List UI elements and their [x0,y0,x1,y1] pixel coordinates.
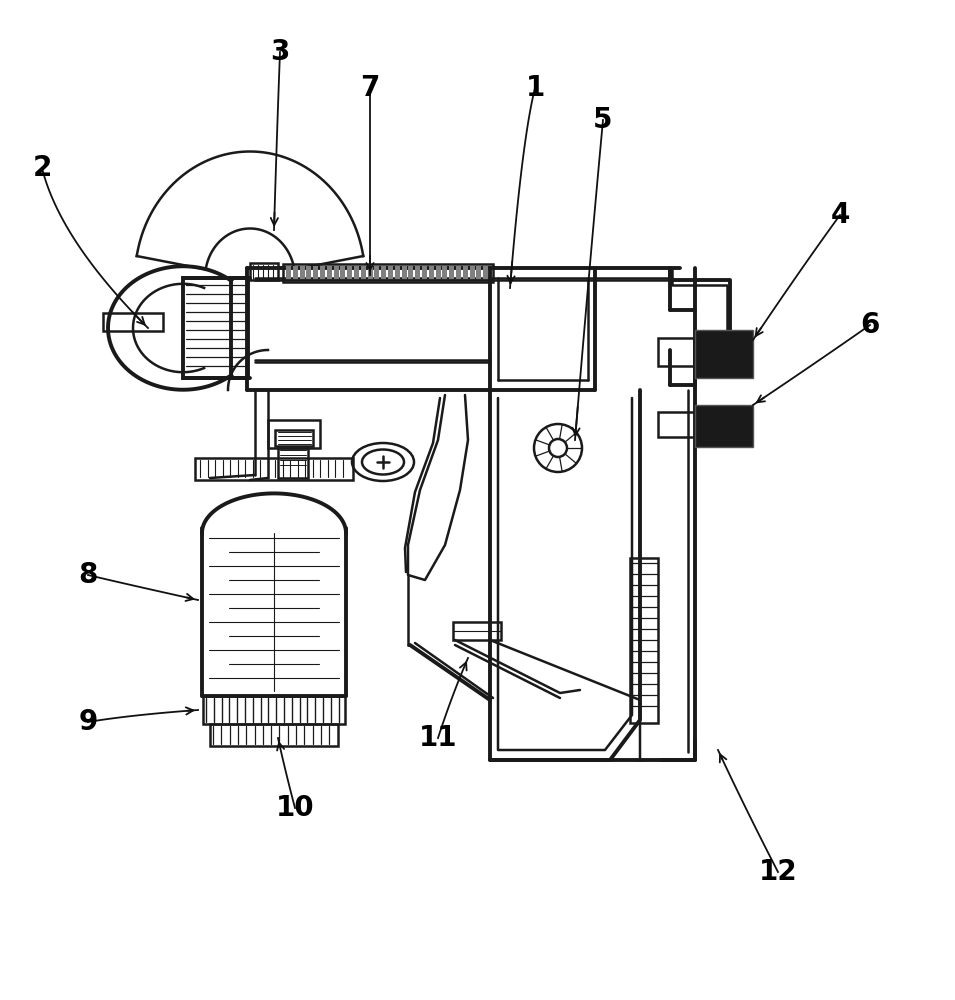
Bar [313,266,318,279]
Bar [286,266,291,279]
Text: 12: 12 [758,858,797,886]
Bar [402,266,407,279]
Bar [361,266,366,279]
Text: 3: 3 [270,38,289,66]
Bar [456,266,461,279]
Text: 4: 4 [830,201,850,229]
Bar [300,266,305,279]
Bar [275,430,313,446]
Bar [483,266,488,279]
Bar [695,405,753,447]
Bar [658,338,698,366]
Bar [394,266,400,279]
Bar [103,313,163,331]
Bar [415,266,420,279]
Text: 1: 1 [525,74,544,102]
Bar [368,266,372,279]
Bar [695,330,753,378]
Bar [409,266,414,279]
Bar [348,266,352,279]
Bar [453,622,501,640]
Bar [422,266,427,279]
Bar [195,458,353,480]
Text: 9: 9 [78,708,97,736]
Bar [320,266,325,279]
Text: 2: 2 [32,154,52,182]
Bar [429,266,434,279]
Bar [435,266,440,279]
Bar [695,405,753,447]
Text: 7: 7 [360,74,380,102]
Text: 8: 8 [78,561,97,589]
Bar [210,724,338,746]
Bar [477,266,481,279]
Bar [203,696,345,724]
Text: 10: 10 [276,794,314,822]
Bar [354,266,359,279]
Text: 5: 5 [593,106,613,134]
Bar [283,264,493,282]
Bar [307,266,311,279]
Bar [268,420,320,448]
Bar [327,266,331,279]
Bar [278,448,308,478]
Text: 6: 6 [860,311,880,339]
Bar [658,412,698,437]
Bar [463,266,468,279]
Bar [442,266,447,279]
Bar [695,330,753,378]
Bar [381,266,386,279]
Text: 11: 11 [418,724,457,752]
Bar [333,266,339,279]
Bar [183,278,248,378]
Bar [250,263,278,280]
Bar [470,266,475,279]
Bar [388,266,393,279]
Bar [340,266,346,279]
Bar [630,558,658,723]
Bar [374,266,379,279]
Bar [449,266,455,279]
Bar [293,266,298,279]
